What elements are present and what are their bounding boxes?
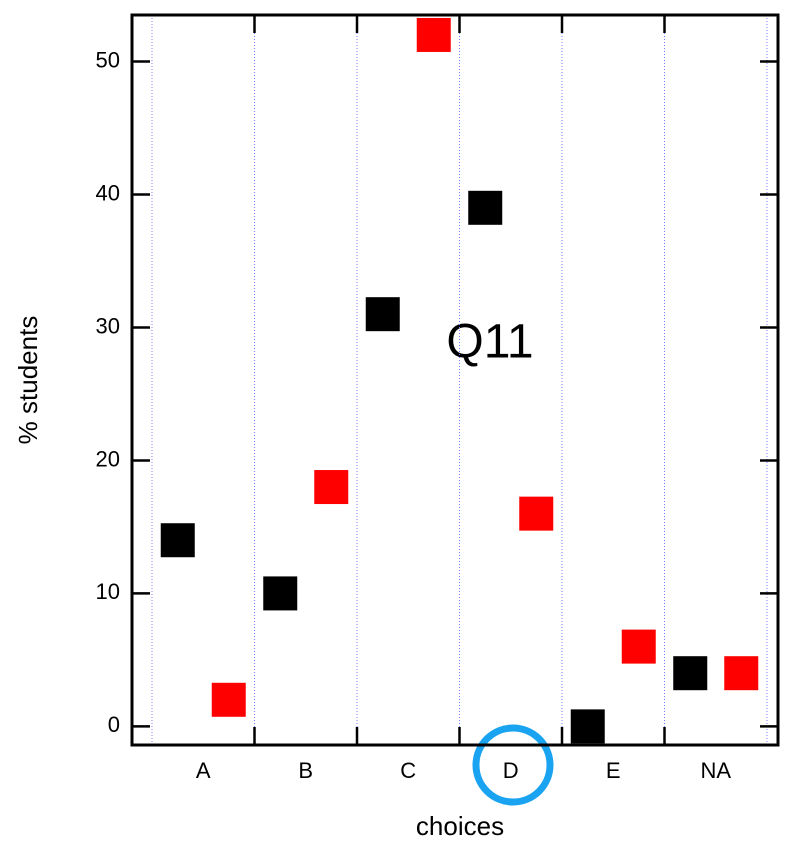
y-tick-label: 30: [96, 313, 120, 338]
point: [724, 656, 759, 691]
annotation: Q11: [446, 316, 533, 369]
point: [160, 523, 195, 558]
highlight-circle: [472, 724, 554, 806]
point: [519, 496, 554, 531]
point: [621, 629, 656, 664]
y-axis-label: % students: [13, 316, 43, 445]
point: [570, 709, 605, 744]
point: [365, 297, 400, 332]
y-tick-label: 40: [96, 180, 120, 205]
point: [468, 190, 503, 225]
x-tick-label: D: [503, 758, 519, 783]
x-tick-label: C: [400, 758, 416, 783]
x-tick-label: B: [298, 758, 313, 783]
y-tick-label: 0: [108, 712, 120, 737]
y-tick-label: 20: [96, 446, 120, 471]
point: [263, 576, 298, 611]
y-tick-label: 10: [96, 579, 120, 604]
point: [673, 656, 708, 691]
point: [314, 470, 349, 505]
x-tick-label: E: [606, 758, 621, 783]
point: [416, 17, 451, 52]
x-tick-label: NA: [700, 758, 731, 783]
x-tick-label: A: [196, 758, 211, 783]
x-axis-label: choices: [416, 811, 504, 841]
plot-frame: [130, 13, 780, 747]
y-tick-label: 50: [96, 47, 120, 72]
point: [211, 682, 246, 717]
